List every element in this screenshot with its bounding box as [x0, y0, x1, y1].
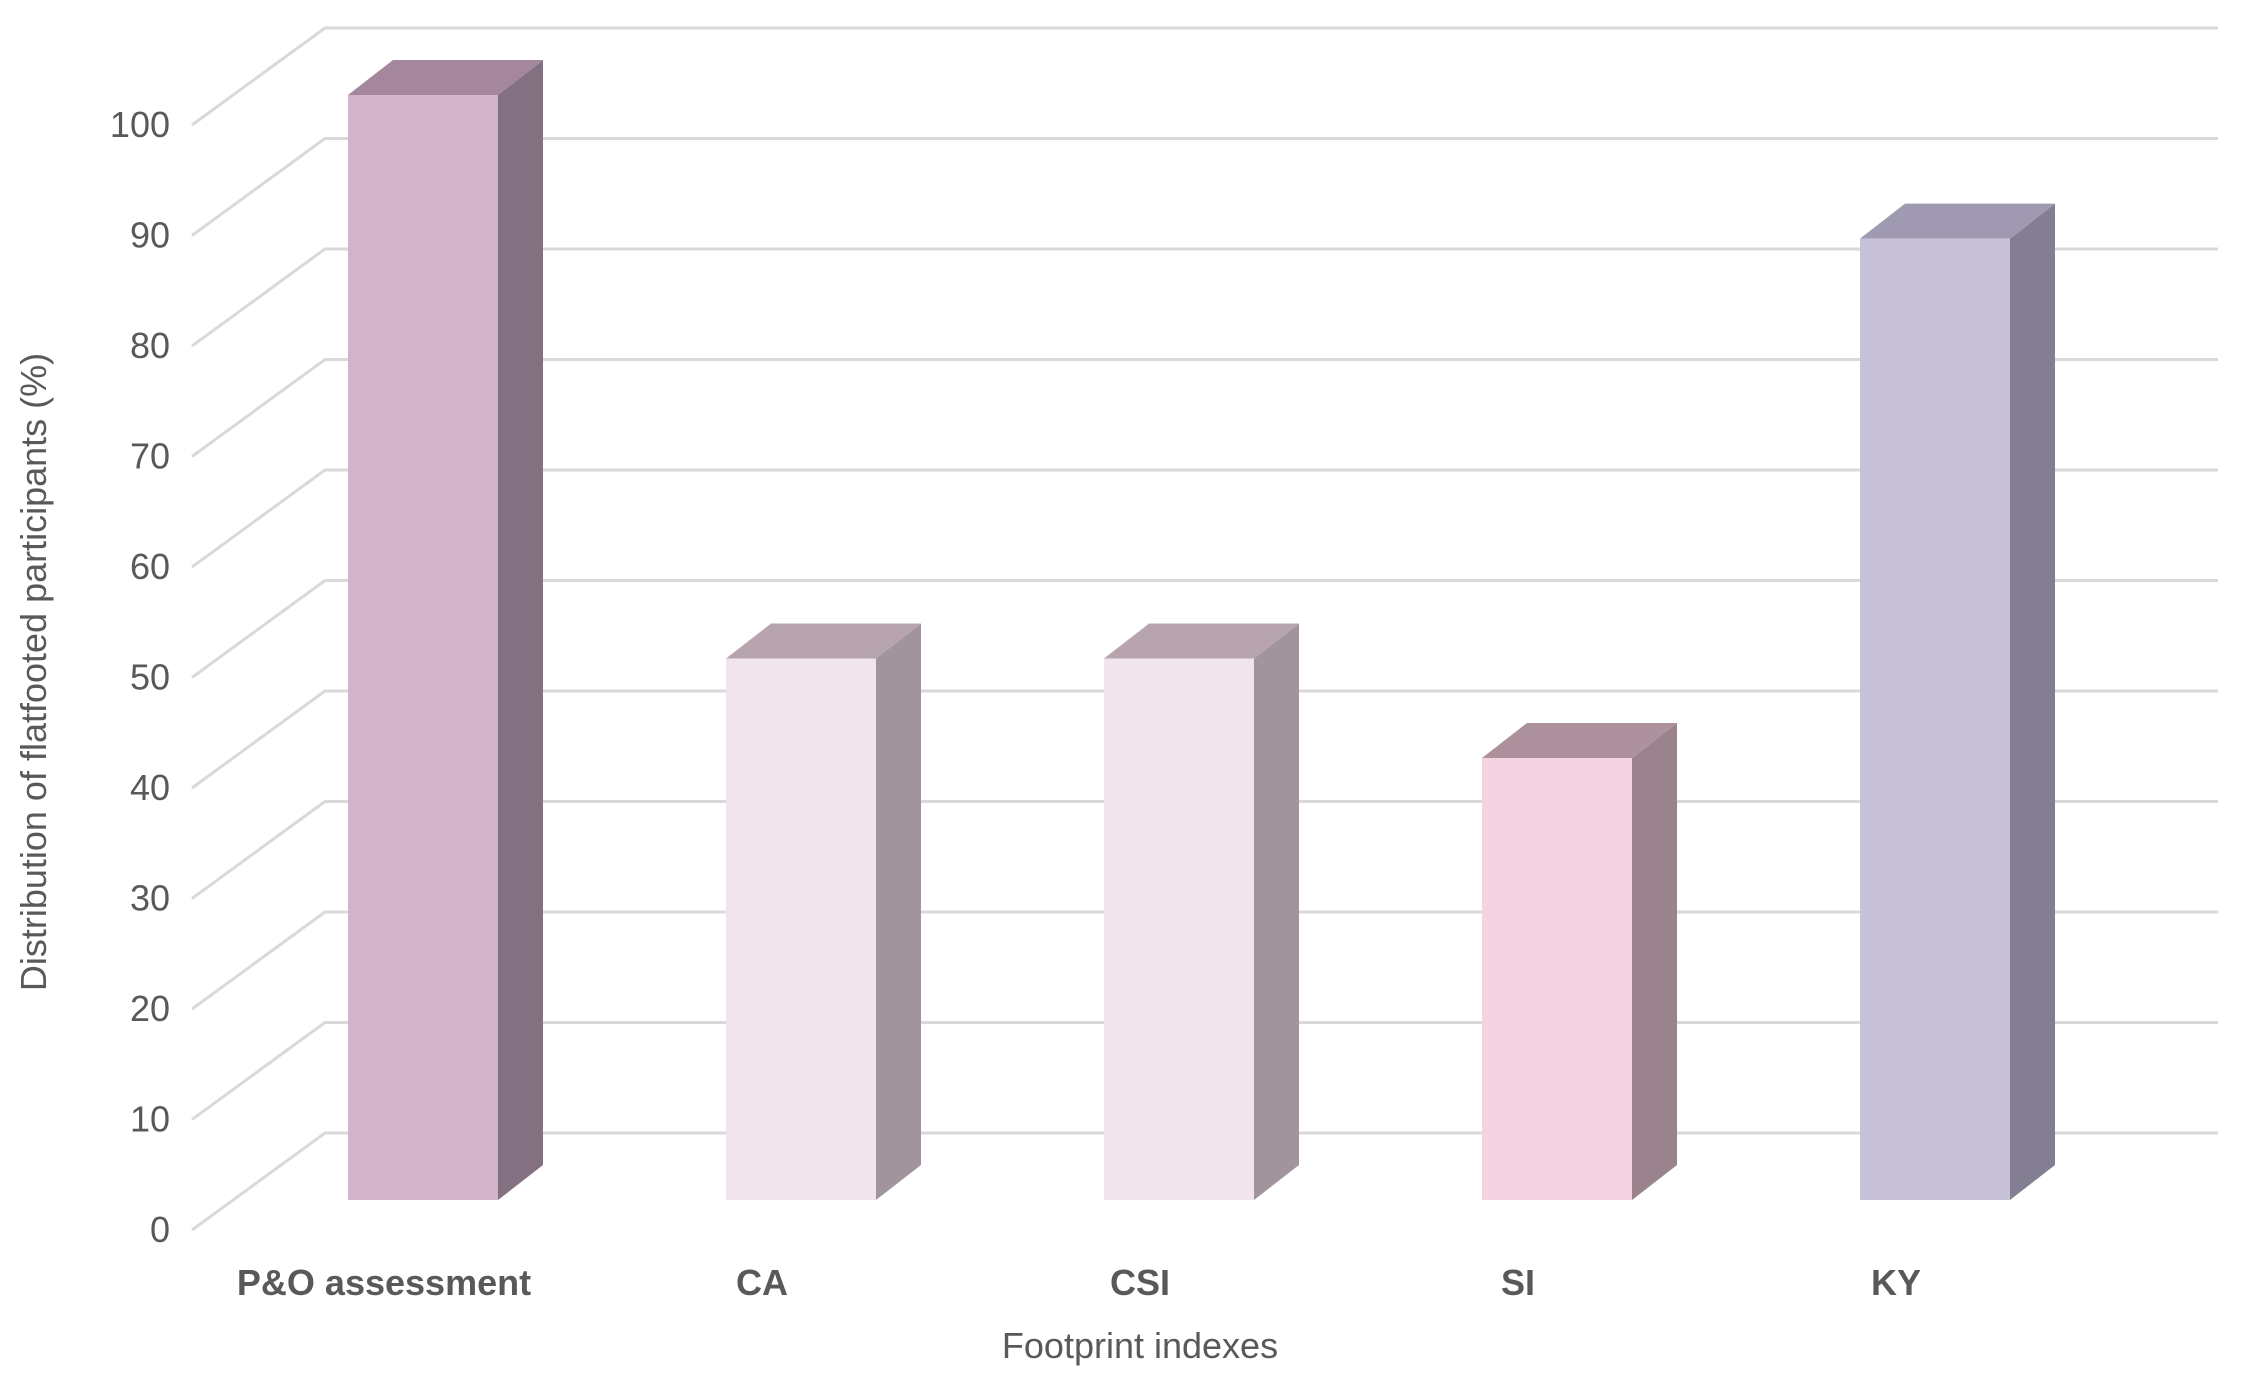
bar-si-side-face	[1632, 723, 1677, 1200]
y-tick-label-30: 30	[130, 878, 170, 919]
bar-ky-side-face	[2010, 203, 2055, 1200]
y-tick-label-70: 70	[130, 436, 170, 477]
bar-ky-top-face	[1860, 203, 2055, 239]
bar-ky	[1860, 203, 2055, 1200]
category-labels: P&O assessment CA CSI SI KY	[237, 1262, 1921, 1303]
y-tick-label-0: 0	[150, 1209, 170, 1250]
gridline-100	[191, 26, 2218, 127]
gridline-50	[191, 579, 2218, 679]
category-label-csi: CSI	[1110, 1262, 1170, 1303]
x-axis-title: Footprint indexes	[1002, 1325, 1278, 1366]
y-tick-label-50: 50	[130, 657, 170, 698]
bar-p-o-assessment-side-face	[498, 60, 543, 1200]
category-label-si: SI	[1501, 1262, 1535, 1303]
bar-p-o-assessment-top-face	[348, 60, 543, 95]
y-tick-label-60: 60	[130, 546, 170, 587]
bar-csi-front-face	[1104, 658, 1254, 1200]
bars	[348, 60, 2055, 1200]
category-label-ca: CA	[736, 1262, 788, 1303]
bar-csi-top-face	[1104, 623, 1299, 659]
y-tick-label-40: 40	[130, 767, 170, 808]
gridline-80	[191, 247, 2218, 348]
gridline-70	[191, 358, 2218, 458]
bar-si-front-face	[1482, 758, 1632, 1200]
gridline-60	[191, 468, 2218, 569]
bar-p-o-assessment	[348, 60, 543, 1200]
y-axis-title: Distribution of flatfooted participants …	[13, 353, 54, 991]
y-tick-labels: 0 10 20 30 40 50 60 70 80 90 100	[110, 104, 170, 1250]
bar-csi-side-face	[1254, 623, 1299, 1200]
y-tick-label-90: 90	[130, 215, 170, 256]
y-tick-label-20: 20	[130, 988, 170, 1029]
bar-csi	[1104, 623, 1299, 1200]
gridline-90	[191, 137, 2218, 237]
gridlines	[191, 26, 2218, 1232]
gridline-40	[191, 689, 2218, 790]
y-tick-label-10: 10	[130, 1099, 170, 1140]
bar-si-top-face	[1482, 723, 1677, 758]
bar-si	[1482, 723, 1677, 1200]
category-label-p-o-assessment: P&O assessment	[237, 1262, 531, 1303]
category-label-ky: KY	[1871, 1262, 1921, 1303]
bar-ca-side-face	[876, 623, 921, 1200]
y-tick-label-80: 80	[130, 325, 170, 366]
bar-ca	[726, 623, 921, 1200]
y-tick-label-100: 100	[110, 104, 170, 145]
bar-p-o-assessment-front-face	[348, 95, 498, 1200]
bar-ky-front-face	[1860, 238, 2010, 1200]
bar-ca-front-face	[726, 658, 876, 1200]
bar-ca-top-face	[726, 623, 921, 659]
